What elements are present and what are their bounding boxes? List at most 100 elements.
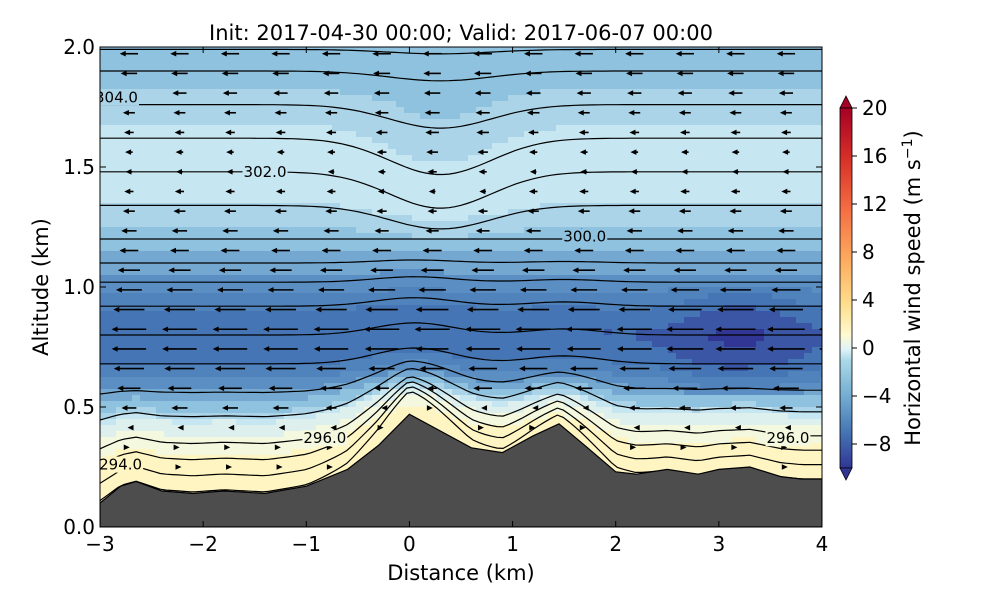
field-cell: [268, 143, 277, 150]
field-cell: [420, 65, 429, 72]
field-cell: [268, 329, 277, 336]
field-cell: [580, 377, 589, 384]
field-cell: [572, 275, 581, 282]
field-cell: [220, 59, 229, 66]
field-cell: [548, 395, 557, 402]
field-cell: [308, 269, 317, 276]
field-cell: [236, 89, 245, 96]
field-cell: [420, 353, 429, 360]
field-cell: [316, 383, 325, 390]
field-cell: [460, 347, 469, 354]
field-cell: [156, 353, 165, 360]
field-cell: [420, 371, 429, 378]
field-cell: [524, 347, 533, 354]
field-cell: [204, 65, 213, 72]
field-cell: [476, 47, 485, 54]
field-cell: [356, 155, 365, 162]
field-cell: [484, 245, 493, 252]
field-cell: [588, 299, 597, 306]
field-cell: [540, 329, 549, 336]
field-cell: [116, 299, 125, 306]
field-cell: [156, 197, 165, 204]
field-cell: [236, 329, 245, 336]
field-cell: [188, 95, 197, 102]
field-cell: [300, 107, 309, 114]
field-cell: [492, 389, 501, 396]
field-cell: [300, 95, 309, 102]
field-cell: [132, 167, 141, 174]
field-cell: [396, 113, 405, 120]
field-cell: [260, 335, 269, 342]
field-cell: [204, 215, 213, 222]
field-cell: [404, 209, 413, 216]
field-cell: [316, 113, 325, 120]
field-cell: [492, 149, 501, 156]
field-cell: [252, 107, 261, 114]
field-cell: [116, 161, 125, 168]
field-cell: [588, 245, 597, 252]
field-cell: [476, 401, 485, 408]
field-cell: [116, 281, 125, 288]
field-cell: [500, 119, 509, 126]
field-cell: [572, 329, 581, 336]
field-cell: [340, 131, 349, 138]
field-cell: [468, 65, 477, 72]
field-cell: [340, 317, 349, 324]
field-cell: [204, 437, 213, 444]
field-cell: [548, 365, 557, 372]
field-cell: [324, 83, 333, 90]
field-cell: [284, 479, 293, 486]
field-cell: [252, 227, 261, 234]
field-cell: [220, 131, 229, 138]
field-cell: [460, 395, 469, 402]
field-cell: [244, 83, 253, 90]
field-cell: [228, 185, 237, 192]
field-cell: [540, 197, 549, 204]
field-cell: [420, 59, 429, 66]
field-cell: [556, 113, 565, 120]
field-cell: [524, 155, 533, 162]
field-cell: [332, 125, 341, 132]
field-cell: [332, 77, 341, 84]
field-cell: [204, 287, 213, 294]
field-cell: [284, 47, 293, 54]
field-cell: [148, 257, 157, 264]
field-cell: [516, 401, 525, 408]
field-cell: [372, 119, 381, 126]
field-cell: [420, 143, 429, 150]
field-cell: [188, 269, 197, 276]
field-cell: [364, 269, 373, 276]
field-cell: [348, 263, 357, 270]
field-cell: [308, 293, 317, 300]
field-cell: [420, 227, 429, 234]
field-cell: [180, 311, 189, 318]
field-cell: [492, 209, 501, 216]
field-cell: [492, 203, 501, 210]
field-cell: [564, 293, 573, 300]
field-cell: [220, 419, 229, 426]
field-cell: [396, 125, 405, 132]
field-cell: [100, 227, 109, 234]
field-cell: [412, 53, 421, 60]
field-cell: [132, 77, 141, 84]
field-cell: [508, 95, 517, 102]
field-cell: [388, 305, 397, 312]
field-cell: [380, 395, 389, 402]
field-cell: [516, 257, 525, 264]
field-cell: [532, 233, 541, 240]
field-cell: [452, 179, 461, 186]
field-cell: [524, 83, 533, 90]
field-cell: [228, 335, 237, 342]
field-cell: [276, 233, 285, 240]
field-cell: [372, 209, 381, 216]
field-cell: [364, 317, 373, 324]
field-cell: [204, 329, 213, 336]
field-cell: [444, 185, 453, 192]
field-cell: [444, 239, 453, 246]
field-cell: [372, 425, 381, 432]
field-cell: [324, 137, 333, 144]
field-cell: [284, 437, 293, 444]
field-cell: [276, 323, 285, 330]
field-cell: [524, 173, 533, 180]
field-cell: [300, 227, 309, 234]
